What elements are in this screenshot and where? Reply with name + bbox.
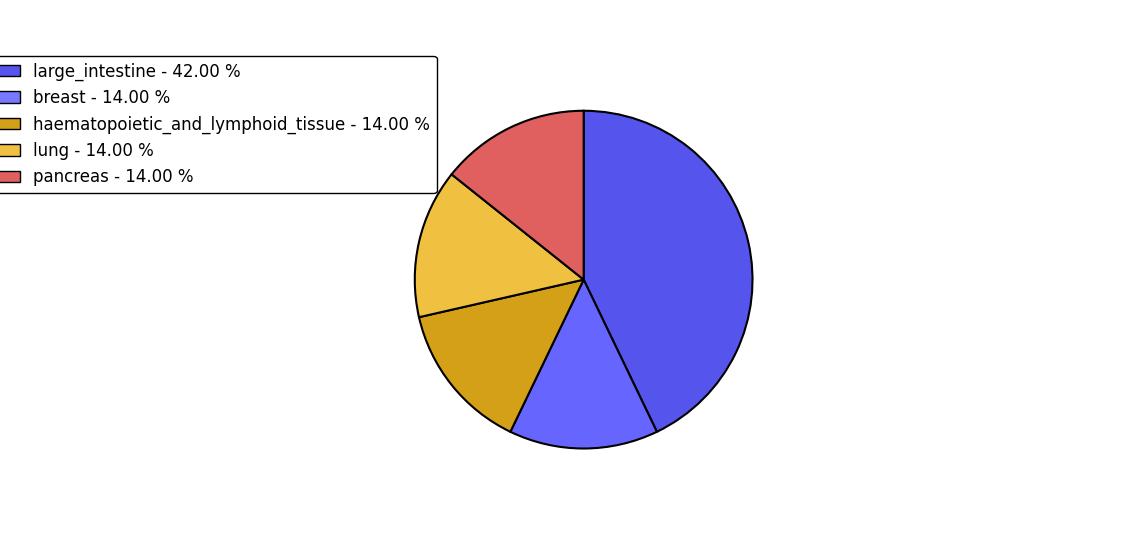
Wedge shape	[414, 174, 584, 317]
Wedge shape	[584, 111, 752, 432]
Legend: large_intestine - 42.00 %, breast - 14.00 %, haematopoietic_and_lymphoid_tissue : large_intestine - 42.00 %, breast - 14.0…	[0, 56, 436, 193]
Wedge shape	[451, 111, 584, 280]
Wedge shape	[419, 280, 584, 432]
Wedge shape	[511, 280, 657, 449]
